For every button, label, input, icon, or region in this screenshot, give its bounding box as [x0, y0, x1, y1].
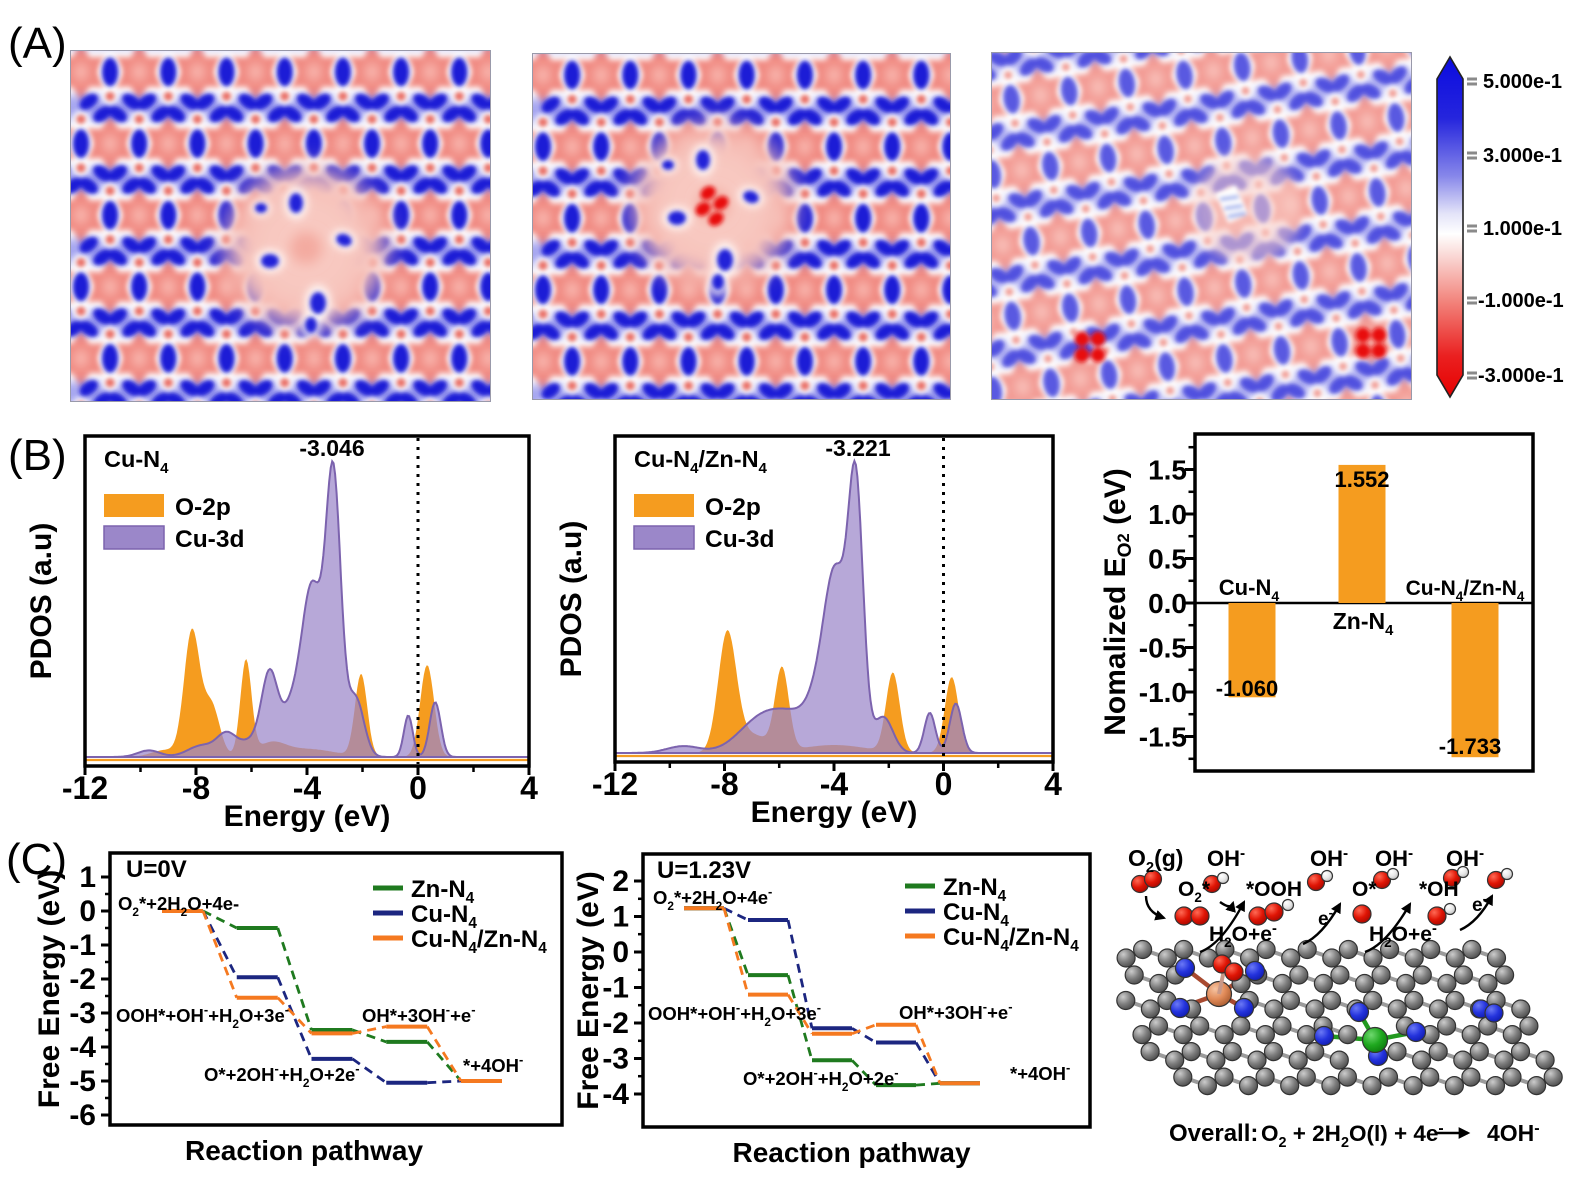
- svg-text:Reaction pathway: Reaction pathway: [732, 1137, 970, 1168]
- svg-text:1: 1: [612, 901, 629, 934]
- svg-text:1.552: 1.552: [1334, 467, 1389, 492]
- svg-text:H2​O+e-​: H2​O+e-​: [1369, 921, 1437, 950]
- svg-text:-3: -3: [602, 1043, 629, 1076]
- svg-text:-12: -12: [62, 770, 108, 806]
- svg-text:Free Energy (eV): Free Energy (eV): [33, 870, 66, 1108]
- svg-text:PDOS (a.u): PDOS (a.u): [25, 523, 58, 680]
- svg-text:OH-​: OH-​: [1375, 845, 1413, 871]
- svg-text:-4: -4: [293, 770, 322, 806]
- svg-text:-1.5: -1.5: [1139, 722, 1187, 753]
- svg-text:-12: -12: [592, 766, 638, 802]
- svg-text:Zn-N4​: Zn-N4​: [943, 874, 1007, 905]
- svg-text:3.000e-1: 3.000e-1: [1483, 145, 1562, 167]
- svg-text:-4: -4: [69, 1031, 96, 1064]
- svg-text:5.000e-1: 5.000e-1: [1483, 71, 1562, 93]
- svg-text:*+4OH-​: *+4OH-​: [1010, 1060, 1070, 1084]
- svg-text:(A): (A): [8, 19, 67, 68]
- svg-text:Cu-3d: Cu-3d: [175, 526, 244, 553]
- svg-text:U=1.23V: U=1.23V: [657, 857, 751, 884]
- svg-text:Cu-N4​/Zn-N4​: Cu-N4​/Zn-N4​: [1406, 577, 1525, 604]
- svg-text:1.000e-1: 1.000e-1: [1483, 218, 1562, 240]
- svg-text:-2: -2: [602, 1007, 629, 1040]
- svg-text:1.0: 1.0: [1148, 499, 1187, 530]
- svg-text:Nomalized EO​2​ (eV): Nomalized EO​2​ (eV): [1099, 468, 1136, 736]
- svg-text:Overall:: Overall:: [1169, 1120, 1258, 1147]
- svg-text:-2: -2: [69, 963, 96, 996]
- svg-text:Cu-N4​: Cu-N4​: [104, 446, 169, 477]
- svg-text:-3.221: -3.221: [825, 435, 890, 461]
- svg-text:OH-​: OH-​: [1310, 845, 1348, 871]
- svg-text:4OH-​: 4OH-​: [1487, 1119, 1540, 1146]
- svg-text:-4: -4: [602, 1078, 629, 1111]
- svg-text:O2​ + 2H2​O(l) + 4e-​: O2​ + 2H2​O(l) + 4e-​: [1261, 1120, 1444, 1151]
- svg-text:4: 4: [520, 770, 538, 806]
- svg-text:(B): (B): [8, 431, 67, 480]
- svg-text:Energy (eV): Energy (eV): [224, 800, 391, 833]
- svg-text:1.5: 1.5: [1148, 455, 1187, 486]
- svg-text:O2​(g): O2​(g): [1128, 845, 1183, 876]
- svg-text:-1: -1: [69, 929, 96, 962]
- svg-text:OH-​: OH-​: [1446, 845, 1484, 871]
- svg-text:O*: O*: [1352, 878, 1377, 901]
- svg-text:-6: -6: [69, 1099, 96, 1132]
- svg-text:-1.0: -1.0: [1139, 677, 1187, 708]
- svg-text:0: 0: [409, 770, 427, 806]
- svg-text:Cu-N4​/Zn-N4​: Cu-N4​/Zn-N4​: [943, 924, 1079, 955]
- svg-text:Cu-N4​/Zn-N4​: Cu-N4​/Zn-N4​: [634, 446, 768, 477]
- svg-text:0: 0: [612, 936, 629, 969]
- svg-text:0: 0: [935, 766, 953, 802]
- svg-text:Cu-N4​/Zn-N4​: Cu-N4​/Zn-N4​: [411, 926, 547, 957]
- svg-text:(C): (C): [6, 835, 67, 884]
- svg-text:-1.733: -1.733: [1439, 734, 1501, 759]
- svg-text:-3.000e-1: -3.000e-1: [1478, 365, 1564, 387]
- svg-text:2: 2: [612, 865, 629, 898]
- svg-text:OH*+3OH-​+e-​: OH*+3OH-​+e-​: [362, 1002, 476, 1026]
- svg-text:Zn-N4​: Zn-N4​: [411, 876, 475, 907]
- svg-text:Cu-3d: Cu-3d: [705, 526, 774, 553]
- svg-text:0: 0: [79, 895, 96, 928]
- svg-text:OH*+3OH-​+e-​: OH*+3OH-​+e-​: [899, 999, 1013, 1023]
- svg-text:-0.5: -0.5: [1139, 633, 1187, 664]
- svg-text:-5: -5: [69, 1065, 96, 1098]
- svg-text:Free Energy (eV): Free Energy (eV): [572, 871, 605, 1109]
- svg-text:-8: -8: [710, 766, 738, 802]
- svg-text:-3.046: -3.046: [299, 435, 364, 461]
- svg-text:0.5: 0.5: [1148, 544, 1187, 575]
- svg-text:-1.000e-1: -1.000e-1: [1478, 290, 1564, 312]
- svg-text:OH-​: OH-​: [1207, 845, 1245, 871]
- svg-text:O-2p: O-2p: [705, 494, 761, 521]
- svg-text:PDOS (a.u): PDOS (a.u): [555, 521, 588, 678]
- svg-text:-1.060: -1.060: [1216, 676, 1278, 701]
- svg-text:*OH: *OH: [1419, 878, 1459, 901]
- svg-text:-1: -1: [602, 972, 629, 1005]
- svg-text:4: 4: [1044, 766, 1062, 802]
- svg-text:U=0V: U=0V: [126, 856, 187, 883]
- svg-text:-8: -8: [182, 770, 210, 806]
- svg-text:Cu-N4​: Cu-N4​: [1219, 575, 1280, 604]
- svg-text:0.0: 0.0: [1148, 588, 1187, 619]
- svg-text:O-2p: O-2p: [175, 494, 231, 521]
- svg-text:Cu-N4​: Cu-N4​: [943, 899, 1009, 930]
- svg-text:-3: -3: [69, 997, 96, 1030]
- svg-text:*OOH: *OOH: [1246, 878, 1302, 901]
- svg-text:Energy (eV): Energy (eV): [751, 796, 918, 829]
- svg-text:Cu-N4​: Cu-N4​: [411, 901, 477, 932]
- svg-text:-4: -4: [820, 766, 849, 802]
- svg-text:1: 1: [79, 861, 96, 894]
- svg-text:Reaction pathway: Reaction pathway: [185, 1135, 423, 1166]
- svg-text:*+4OH-​: *+4OH-​: [463, 1052, 523, 1076]
- svg-text:H2​O+e-​: H2​O+e-​: [1209, 921, 1277, 950]
- svg-text:Zn-N4​: Zn-N4​: [1333, 608, 1394, 639]
